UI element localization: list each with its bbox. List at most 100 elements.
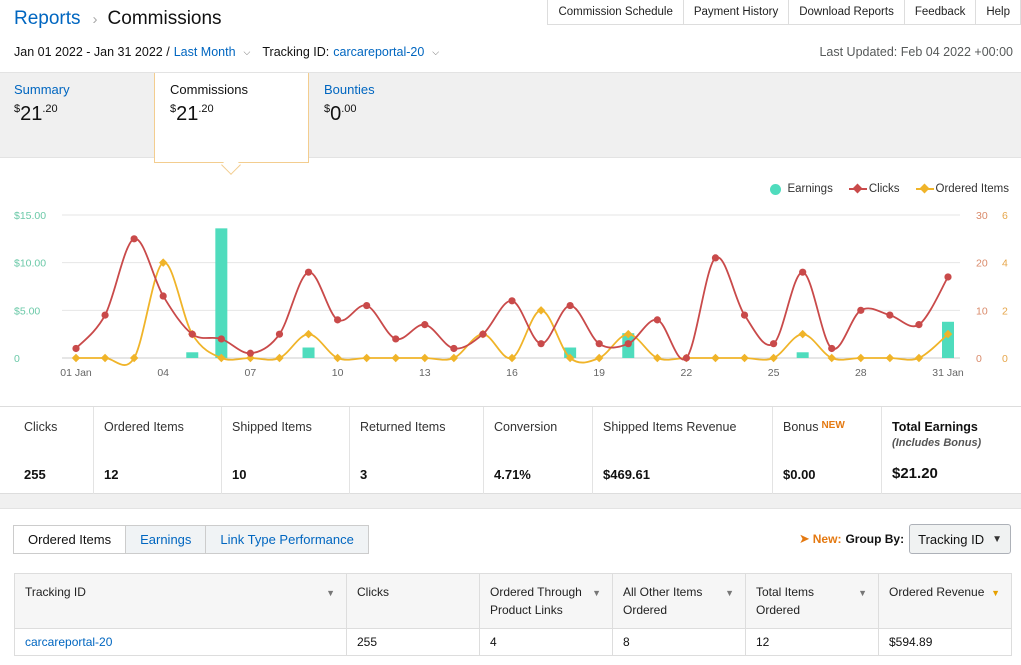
table-row: carcareportal-20 255 4 8 12 $594.89 bbox=[14, 628, 1012, 656]
stat-shipped-items: Shipped Items 10 bbox=[222, 407, 350, 494]
earnings-bar bbox=[942, 321, 954, 358]
ordered-items-point bbox=[798, 329, 807, 339]
clicks-point bbox=[944, 273, 952, 281]
stat-returned-items: Returned Items 3 bbox=[350, 407, 484, 494]
chevron-down-icon[interactable]: ⌵ bbox=[243, 46, 251, 57]
column-header-ordered-through-links[interactable]: Ordered Through Product Links ▼ bbox=[479, 573, 613, 629]
tile-label: Commissions bbox=[170, 82, 249, 97]
group-by-select[interactable]: Tracking ID ▼ bbox=[909, 524, 1011, 554]
tab-earnings[interactable]: Earnings bbox=[125, 525, 207, 554]
sort-icon[interactable]: ▼ bbox=[858, 588, 867, 598]
feedback-button[interactable]: Feedback bbox=[903, 0, 977, 25]
clicks-point bbox=[363, 301, 371, 310]
ordered-items-point bbox=[129, 353, 139, 363]
sort-icon[interactable]: ▼ bbox=[725, 588, 734, 598]
legend-earnings[interactable]: Earnings bbox=[770, 183, 833, 195]
ordered-items-point bbox=[711, 353, 720, 363]
ordered-items-point bbox=[827, 353, 836, 363]
ordered-items-line bbox=[75, 261, 949, 366]
clicks-point bbox=[711, 254, 720, 262]
period-dropdown[interactable]: Last Month bbox=[173, 45, 236, 59]
tile-amount: $21.20 bbox=[14, 103, 58, 125]
ordered-diamond-icon bbox=[915, 184, 934, 194]
y-right-ordered-tick-label: 6 bbox=[1002, 210, 1008, 222]
column-header-tracking-id[interactable]: Tracking ID ▼ bbox=[14, 573, 347, 629]
stat-shipped-revenue: Shipped Items Revenue $469.61 bbox=[593, 407, 773, 494]
chevron-down-icon[interactable]: ⌵ bbox=[432, 46, 440, 57]
ordered-items-point bbox=[100, 353, 110, 363]
y-right-clicks-tick-label: 10 bbox=[976, 305, 988, 317]
stat-value: 12 bbox=[104, 467, 119, 482]
stat-label: Returned Items bbox=[360, 420, 446, 434]
y-right-clicks-tick-label: 30 bbox=[976, 210, 988, 222]
x-tick-label: 01 Jan bbox=[60, 367, 92, 379]
breadcrumb-reports-link[interactable]: Reports bbox=[14, 8, 81, 29]
legend-label: Clicks bbox=[868, 183, 900, 195]
ordered-items-point bbox=[217, 353, 226, 363]
clicks-point bbox=[566, 301, 574, 310]
ordered-items-point bbox=[594, 353, 604, 363]
tile-summary[interactable]: Summary $21.20 bbox=[0, 73, 154, 159]
column-header-clicks[interactable]: Clicks bbox=[346, 573, 480, 629]
tile-amount: $0.00 bbox=[324, 103, 357, 125]
clicks-point bbox=[421, 321, 429, 329]
table-header-row: Tracking ID ▼ Clicks Ordered Through Prod… bbox=[14, 573, 1012, 629]
header: Reports › Commissions Commission Schedul… bbox=[0, 0, 1021, 72]
stat-value: $21.20 bbox=[892, 465, 938, 482]
ordered-items-point bbox=[304, 329, 313, 339]
stat-clicks: Clicks 255 bbox=[0, 407, 94, 494]
ordered-items-point bbox=[740, 353, 749, 363]
new-label: New: bbox=[812, 532, 842, 546]
stat-value: $0.00 bbox=[783, 467, 816, 482]
column-header-total-items[interactable]: Total Items Ordered ▼ bbox=[745, 573, 879, 629]
legend-clicks[interactable]: Clicks bbox=[848, 183, 900, 195]
clicks-point bbox=[915, 321, 923, 329]
tab-ordered-items[interactable]: Ordered Items bbox=[13, 525, 127, 554]
cell-ordered-through-links: 4 bbox=[479, 628, 613, 656]
x-tick-label: 13 bbox=[419, 367, 431, 379]
ordered-items-point bbox=[362, 353, 371, 363]
column-header-ordered-revenue[interactable]: Ordered Revenue ▼ bbox=[878, 573, 1012, 629]
group-by-label: Group By: bbox=[845, 532, 905, 546]
earnings-bar bbox=[302, 347, 315, 358]
stat-conversion: Conversion 4.71% bbox=[484, 407, 593, 494]
clicks-point bbox=[159, 292, 167, 300]
stat-label: Clicks bbox=[24, 420, 58, 434]
clicks-point bbox=[595, 340, 603, 348]
tile-amount: $21.20 bbox=[170, 103, 214, 125]
stat-value: $469.61 bbox=[603, 467, 650, 482]
clicks-point bbox=[188, 330, 196, 338]
ordered-items-point bbox=[71, 353, 81, 363]
chevron-down-icon: ▼ bbox=[992, 533, 1002, 545]
group-by-control: ➤ New: Group By: Tracking ID ▼ bbox=[799, 524, 1011, 554]
stat-value: 3 bbox=[360, 467, 368, 482]
column-header-all-other-items[interactable]: All Other Items Ordered ▼ bbox=[612, 573, 746, 629]
y-right-ordered-tick-label: 0 bbox=[1002, 353, 1008, 365]
tab-link-type-performance[interactable]: Link Type Performance bbox=[205, 525, 369, 554]
stat-value: 4.71% bbox=[494, 467, 531, 482]
legend-ordered-items[interactable]: Ordered Items bbox=[915, 183, 1009, 195]
cell-tracking-id[interactable]: carcareportal-20 bbox=[14, 628, 347, 656]
x-tick-label: 10 bbox=[332, 367, 344, 379]
clicks-point bbox=[334, 316, 342, 324]
sort-icon[interactable]: ▼ bbox=[326, 588, 335, 598]
x-tick-label: 16 bbox=[506, 367, 518, 379]
tile-commissions[interactable]: Commissions $21.20 bbox=[154, 73, 309, 163]
clicks-point bbox=[799, 268, 807, 276]
stat-label: Ordered Items bbox=[104, 420, 184, 434]
ordered-items-point bbox=[275, 353, 284, 363]
commission-schedule-button[interactable]: Commission Schedule bbox=[547, 0, 684, 25]
tracking-id-dropdown[interactable]: carcareportal-20 bbox=[333, 45, 425, 59]
cell-ordered-revenue: $594.89 bbox=[878, 628, 1012, 656]
clicks-point bbox=[246, 349, 254, 357]
tracking-id-label: Tracking ID: bbox=[262, 45, 330, 59]
help-button[interactable]: Help bbox=[975, 0, 1021, 25]
stat-total-earnings: Total Earnings (Includes Bonus) $21.20 bbox=[882, 407, 1021, 494]
download-reports-button[interactable]: Download Reports bbox=[788, 0, 905, 25]
ordered-items-point bbox=[420, 353, 430, 363]
sort-icon[interactable]: ▼ bbox=[991, 588, 1000, 598]
sort-icon[interactable]: ▼ bbox=[592, 588, 601, 598]
payment-history-button[interactable]: Payment History bbox=[682, 0, 790, 25]
tile-bounties[interactable]: Bounties $0.00 bbox=[310, 73, 460, 159]
